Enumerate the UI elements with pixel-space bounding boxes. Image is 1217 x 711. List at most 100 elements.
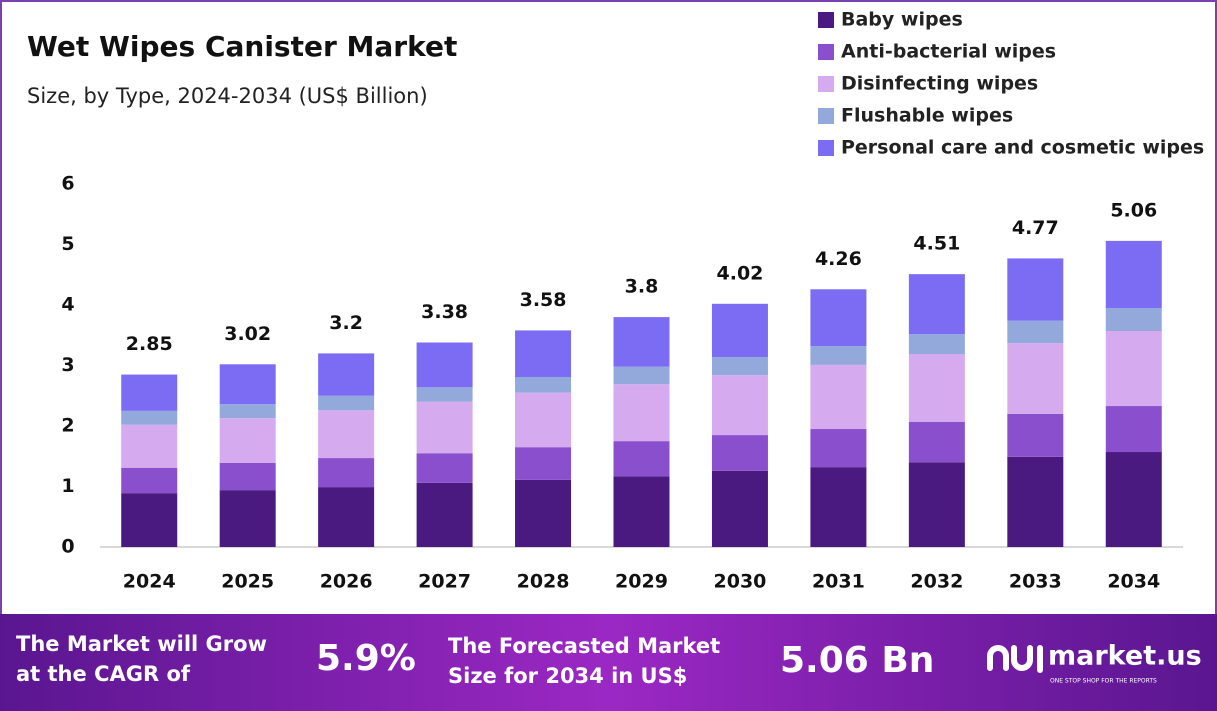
legend-label: Disinfecting wipes (841, 73, 1038, 95)
bar-segment (219, 404, 276, 419)
forecast-label: Size for 2034 in US$ (448, 664, 687, 688)
total-label: 4.02 (717, 262, 764, 284)
y-tick-label: 5 (61, 233, 74, 255)
legend-label: Baby wipes (841, 9, 963, 31)
bar-segment (711, 357, 768, 376)
bar-segment (711, 303, 768, 358)
bar-segment (711, 470, 768, 547)
bar-segment (318, 395, 375, 411)
x-tick-label: 2030 (714, 571, 767, 593)
bar-segment (908, 334, 965, 355)
total-label: 3.38 (421, 301, 468, 323)
cagr-value: 5.9% (316, 638, 416, 679)
legend-swatch (818, 76, 834, 92)
total-label: 3.58 (520, 289, 567, 311)
cagr-label: at the CAGR of (16, 662, 191, 686)
bar-segment (219, 364, 276, 405)
total-label: 3.8 (625, 276, 659, 298)
brand-tagline: ONE STOP SHOP FOR THE REPORTS (1050, 678, 1157, 685)
bar-segment (121, 493, 178, 547)
x-tick-label: 2031 (812, 571, 865, 593)
bar-segment (416, 387, 473, 402)
bar-segment (416, 342, 473, 388)
total-label: 5.06 (1110, 199, 1157, 221)
bar-segment (219, 418, 276, 463)
bar-segment (416, 482, 473, 547)
bar-segment (613, 476, 670, 547)
bar-segment (1105, 308, 1162, 332)
bar-segment (908, 274, 965, 335)
bar-segment (711, 375, 768, 436)
bar-segment (908, 421, 965, 463)
bar-segment (318, 487, 375, 547)
bar-segment (121, 424, 178, 468)
bar-segment (810, 429, 867, 468)
legend-swatch (818, 108, 834, 124)
x-tick-label: 2032 (910, 571, 963, 593)
bar-segment (121, 374, 178, 411)
legend-label: Anti-bacterial wipes (841, 41, 1056, 63)
bar-segment (1007, 413, 1064, 457)
bar-segment (416, 453, 473, 483)
bar-segment (318, 353, 375, 396)
x-tick-label: 2033 (1009, 571, 1062, 593)
bar-segment (515, 376, 572, 393)
bar-segment (613, 317, 670, 367)
bar-segment (121, 410, 178, 425)
x-tick-label: 2024 (123, 571, 176, 593)
bar-segment (318, 410, 375, 459)
y-tick-label: 2 (61, 415, 74, 437)
brand-logo (987, 645, 1043, 673)
x-tick-label: 2026 (320, 571, 373, 593)
bar-segment (121, 467, 178, 494)
bar-segment (1007, 258, 1064, 321)
bar-segment (219, 490, 276, 547)
bar-segment (1105, 452, 1162, 547)
bar-segment (515, 330, 572, 377)
x-tick-label: 2027 (418, 571, 471, 593)
total-label: 4.26 (815, 248, 862, 270)
bar-segment (711, 435, 768, 471)
brand-name: market.us (1048, 641, 1202, 672)
y-tick-label: 6 (61, 173, 74, 195)
bar-segment (908, 354, 965, 422)
plot: 0 1 2 3 4 5 6 2024 2.85 2025 3.02 2026 3.2 2027 3.38 20… (61, 9, 1204, 593)
bar-segment (1007, 456, 1064, 547)
bar-segment (1105, 240, 1162, 309)
bar-segment (1105, 406, 1162, 453)
y-tick-label: 4 (61, 294, 74, 316)
total-label: 4.51 (913, 233, 960, 255)
bar-segment (613, 366, 670, 385)
bar-segment (219, 462, 276, 491)
x-tick-label: 2028 (517, 571, 570, 593)
bar-segment (613, 384, 670, 442)
bar-segment (810, 289, 867, 347)
bar-segment (318, 458, 375, 488)
bar-segment (810, 467, 867, 547)
chart-subtitle: Size, by Type, 2024-2034 (US$ Billion) (27, 84, 428, 108)
bar-segment (1007, 343, 1064, 414)
bar-segment (810, 364, 867, 430)
total-label: 2.85 (126, 333, 173, 355)
bar-segment (1105, 331, 1162, 407)
x-tick-label: 2025 (221, 571, 274, 593)
x-tick-label: 2034 (1107, 571, 1160, 593)
bar-segment (515, 479, 572, 547)
legend-label: Personal care and cosmetic wipes (841, 137, 1204, 159)
bar-segment (515, 392, 572, 448)
forecast-label: The Forecasted Market (448, 634, 720, 658)
legend-swatch (818, 44, 834, 60)
y-tick-label: 0 (61, 536, 74, 558)
total-label: 3.2 (329, 312, 363, 334)
bar-segment (416, 401, 473, 454)
total-label: 3.02 (224, 323, 271, 345)
legend-swatch (818, 140, 834, 156)
y-tick-label: 3 (61, 354, 74, 376)
bar-segment (1007, 320, 1064, 344)
total-label: 4.77 (1012, 217, 1059, 239)
bar-segment (613, 441, 670, 477)
chart-title: Wet Wipes Canister Market (27, 30, 457, 63)
forecast-value: 5.06 Bn (780, 640, 934, 681)
